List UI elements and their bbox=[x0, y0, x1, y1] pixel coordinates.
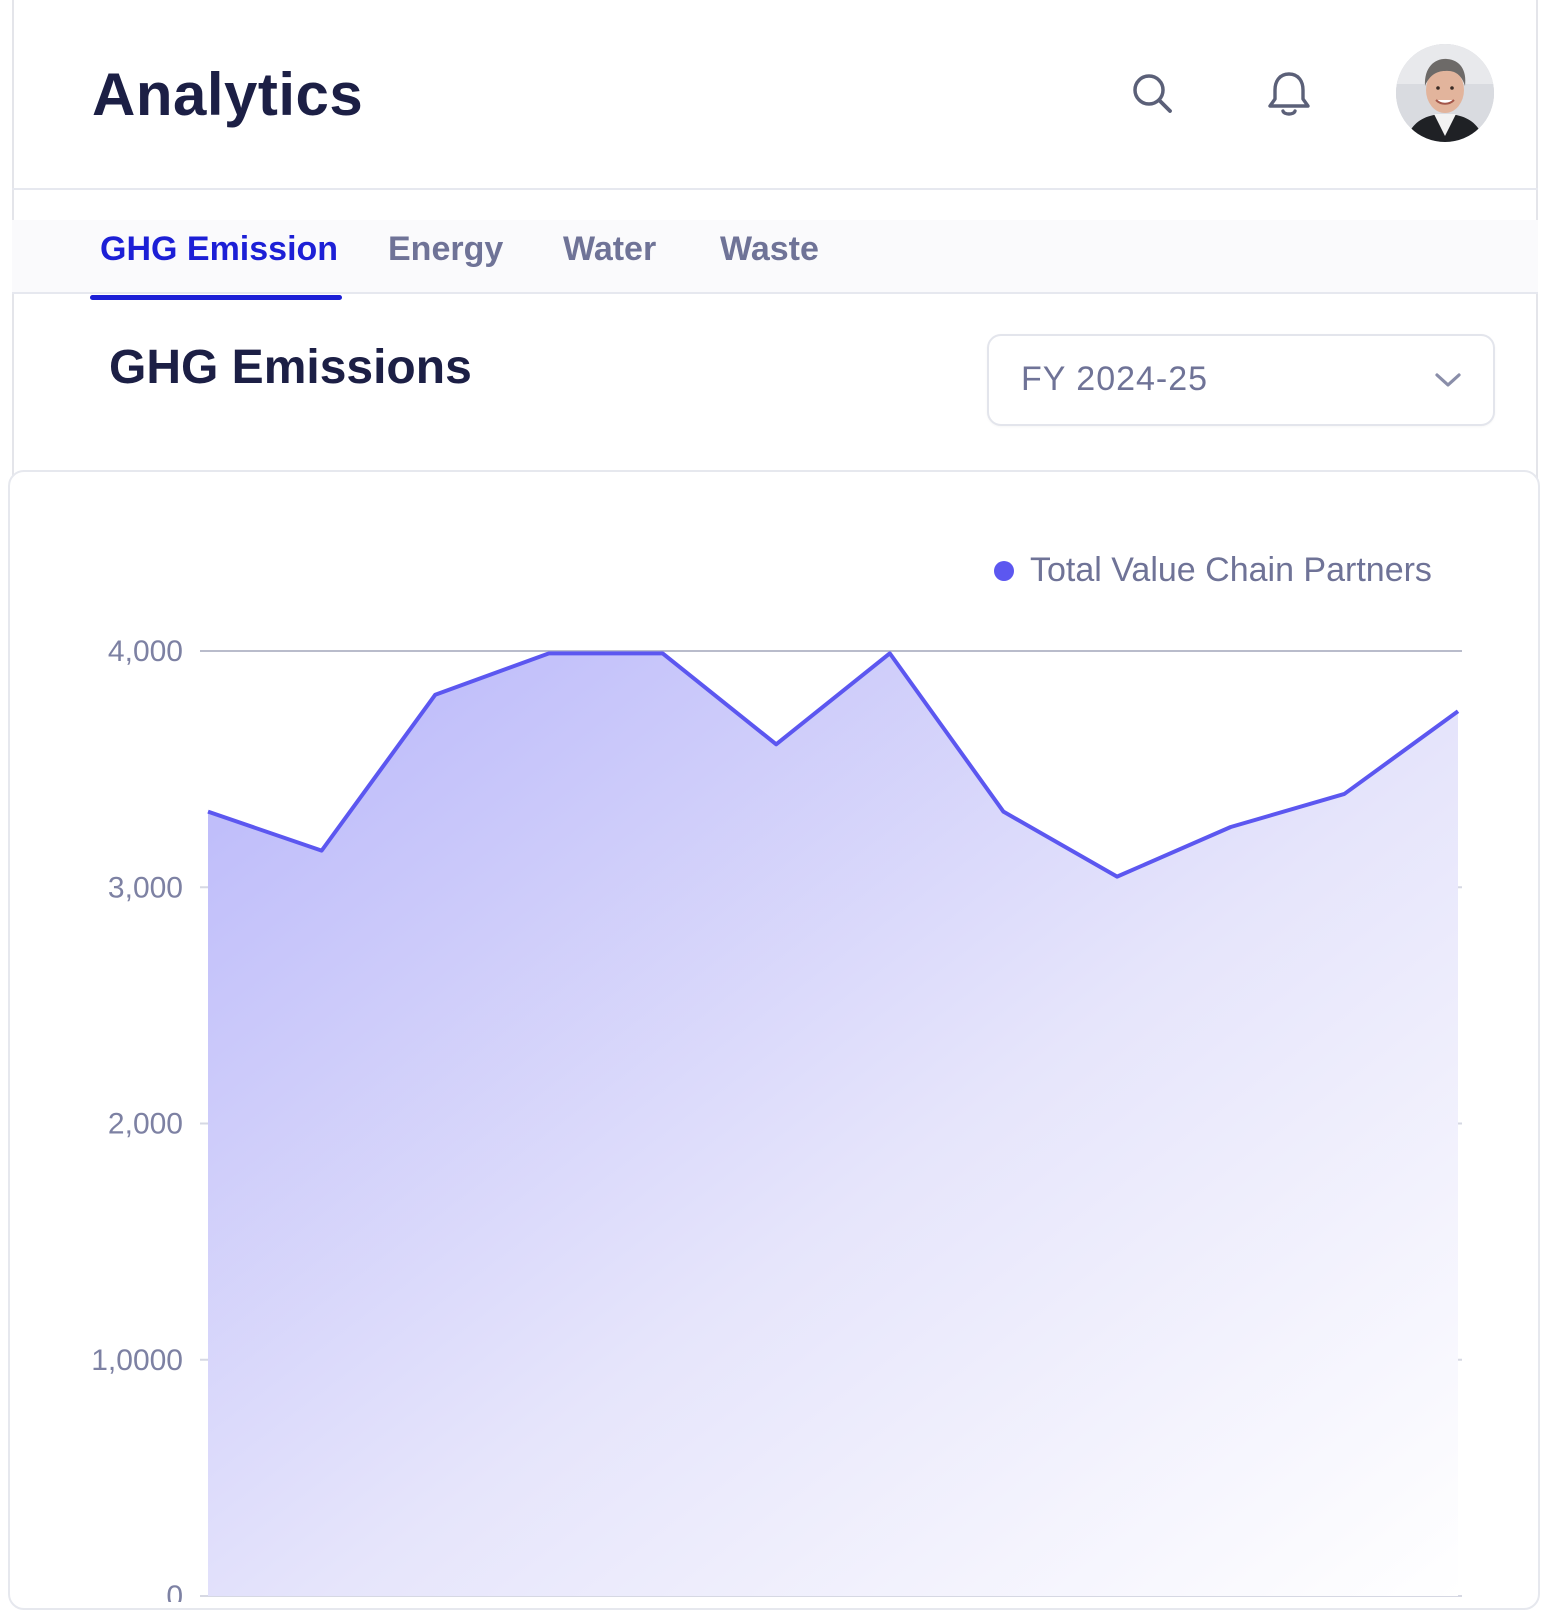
legend-marker bbox=[994, 560, 1014, 581]
notifications-button[interactable] bbox=[1259, 64, 1319, 124]
app-header: Analytics bbox=[12, 0, 1538, 190]
period-select[interactable]: FY 2024-25 bbox=[987, 334, 1495, 426]
section-title: GHG Emissions bbox=[109, 341, 472, 394]
tab-bar: GHG Emission Energy Water Waste bbox=[12, 220, 1538, 294]
search-button[interactable] bbox=[1123, 64, 1183, 124]
legend-label: Total Value Chain Partners bbox=[1030, 551, 1432, 589]
active-tab-indicator bbox=[90, 295, 342, 300]
page-title: Analytics bbox=[92, 61, 364, 128]
chart-legend: Total Value Chain Partners bbox=[994, 551, 1432, 590]
chart-card bbox=[8, 470, 1540, 1610]
tab-energy[interactable]: Energy bbox=[388, 230, 504, 268]
tab-ghg-emission[interactable]: GHG Emission bbox=[100, 230, 339, 268]
search-icon bbox=[1133, 74, 1172, 113]
tab-waste[interactable]: Waste bbox=[720, 230, 819, 268]
chevron-down-icon bbox=[1435, 373, 1461, 387]
tab-water[interactable]: Water bbox=[563, 230, 657, 268]
bell-icon bbox=[1268, 72, 1310, 116]
period-select-value: FY 2024-25 bbox=[1021, 360, 1209, 398]
user-avatar[interactable] bbox=[1396, 44, 1494, 142]
